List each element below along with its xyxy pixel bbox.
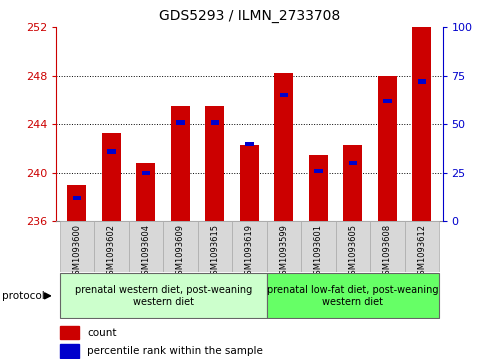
Bar [377,76,396,221]
Bar [60,326,79,339]
Bar [417,79,425,84]
Bar [142,171,150,175]
Bar [313,169,322,173]
Text: GSM1093609: GSM1093609 [176,224,184,280]
Text: GSM1093605: GSM1093605 [347,224,357,280]
Bar [171,106,189,221]
Bar [404,221,438,272]
Bar [279,93,287,97]
Bar [102,133,121,221]
Title: GDS5293 / ILMN_2733708: GDS5293 / ILMN_2733708 [159,9,339,24]
Bar [136,163,155,221]
Text: prenatal western diet, post-weaning
western diet: prenatal western diet, post-weaning west… [74,285,251,307]
Bar [308,155,327,221]
Bar [335,221,369,272]
Bar [60,273,266,318]
Text: percentile rank within the sample: percentile rank within the sample [87,346,263,356]
Bar [343,145,362,221]
Text: GSM1093608: GSM1093608 [382,224,391,280]
Text: GSM1093601: GSM1093601 [313,224,322,280]
Bar [232,221,266,272]
Bar [176,120,184,125]
Text: GSM1093604: GSM1093604 [141,224,150,280]
Text: protocol: protocol [2,291,45,301]
Bar [163,221,197,272]
Bar [60,344,79,358]
Text: GSM1093600: GSM1093600 [72,224,81,280]
Bar [94,221,128,272]
Bar [107,150,116,154]
Bar [301,221,335,272]
Bar [382,99,391,103]
Text: prenatal low-fat diet, post-weaning
western diet: prenatal low-fat diet, post-weaning west… [266,285,438,307]
Bar [60,221,94,272]
Bar [274,73,293,221]
Bar [411,27,430,221]
Bar [266,273,438,318]
Text: GSM1093612: GSM1093612 [416,224,426,280]
Bar [240,145,258,221]
Bar [266,221,301,272]
Text: count: count [87,327,117,338]
Bar [348,161,356,165]
Bar [73,196,81,200]
Text: GSM1093615: GSM1093615 [210,224,219,280]
Bar [197,221,232,272]
Bar [210,120,219,125]
Bar [205,106,224,221]
Bar [128,221,163,272]
Bar [67,185,86,221]
Text: GSM1093602: GSM1093602 [107,224,116,280]
Bar [369,221,404,272]
Text: GSM1093619: GSM1093619 [244,224,253,280]
Text: GSM1093599: GSM1093599 [279,224,288,280]
Bar [244,142,253,146]
